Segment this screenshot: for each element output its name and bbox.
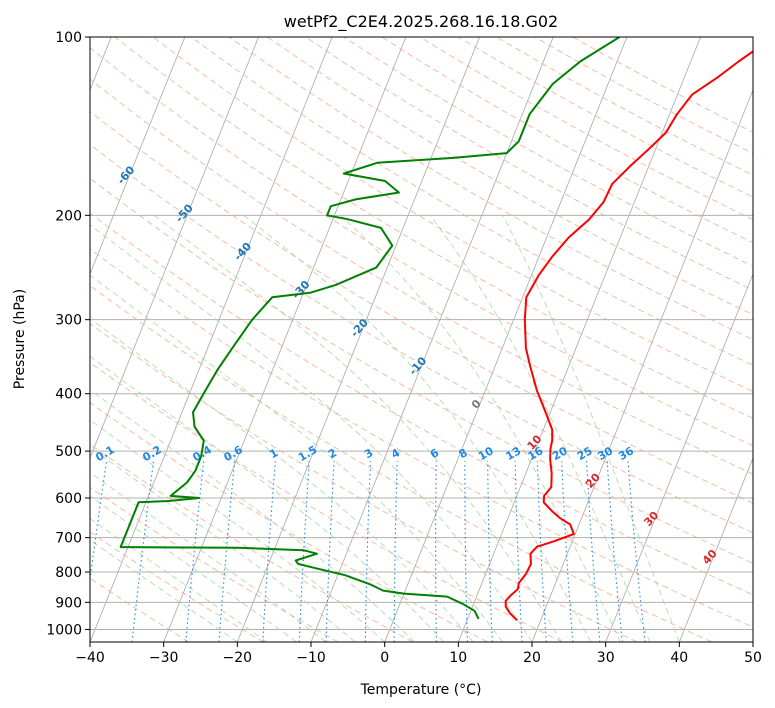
dry-adiabat — [90, 177, 753, 564]
x-axis-title: Temperature (°C) — [360, 682, 482, 698]
mixing-ratio-line — [586, 461, 601, 642]
dry-adiabat — [90, 486, 339, 642]
moist-adiabat — [429, 214, 651, 642]
dry-adiabat — [114, 37, 753, 419]
y-axis-title: Pressure (hPa) — [12, 289, 28, 389]
chart-title: wetPf2_C2E4.2025.268.16.18.G02 — [284, 12, 558, 32]
dry-adiabat — [90, 402, 488, 642]
moist-adiabat — [90, 495, 297, 642]
dry-adiabat — [90, 143, 753, 534]
moist-adiabat — [90, 317, 474, 642]
x-tick-label: −20 — [223, 650, 253, 666]
moist-adiabat — [90, 355, 444, 642]
mixing-ratio-line — [536, 461, 547, 642]
isotherm-line — [90, 37, 259, 460]
y-tick-label: 800 — [55, 565, 82, 581]
moist-adiabat — [90, 224, 533, 642]
dry-adiabat — [90, 531, 264, 642]
mixing-ratio-line — [514, 461, 523, 642]
x-tick-label: 40 — [670, 650, 688, 666]
moist-adiabat — [340, 214, 621, 642]
mixing-ratio-line — [185, 461, 205, 642]
x-tick-label: −10 — [296, 650, 326, 666]
isotherm-line — [90, 37, 333, 642]
y-tick-label: 1000 — [46, 622, 82, 638]
isotherm-line — [163, 37, 407, 642]
sounding-series — [119, 37, 753, 622]
x-tick-label: −30 — [149, 650, 179, 666]
y-tick-label: 700 — [55, 531, 82, 547]
x-tick-label: 30 — [597, 650, 615, 666]
mixing-ratio-line — [487, 461, 493, 642]
y-tick-label: 500 — [55, 444, 82, 460]
moist-adiabat — [153, 214, 562, 642]
isotherm-line — [90, 37, 186, 276]
moist-adiabat — [90, 517, 268, 642]
moist-adiabat — [90, 446, 356, 642]
mixing-ratio-line — [561, 461, 574, 642]
isotherm-line — [605, 272, 753, 642]
mixing-ratio-lines — [90, 461, 646, 642]
mixing-ratio-line — [364, 461, 372, 642]
dry-adiabat — [90, 285, 712, 642]
dry-adiabat — [90, 212, 753, 596]
moist-adiabat — [243, 214, 592, 642]
x-tick-label: 10 — [449, 650, 467, 666]
dry-adiabat — [267, 37, 753, 316]
y-tick-label: 900 — [55, 595, 82, 611]
mixing-ratio-line — [325, 461, 335, 642]
moist-adiabat — [90, 389, 415, 642]
y-tick-label: 400 — [55, 387, 82, 403]
y-tick-label: 300 — [55, 313, 82, 329]
axes: −40 −30 −20 −10 0 10 20 30 40 50 100 200 300 400 500 60… — [46, 30, 762, 666]
isotherm-line — [236, 37, 480, 642]
x-tick-label: −40 — [75, 650, 105, 666]
mixing-ratio-line — [298, 461, 310, 642]
temperature-line — [504, 50, 753, 622]
mixing-ratio-line — [131, 461, 155, 642]
mixing-ratio-line — [262, 461, 276, 642]
y-tick-label: 200 — [55, 208, 82, 224]
mixing-ratio-line — [435, 461, 437, 642]
moist-adiabat — [502, 215, 680, 642]
dry-adiabat — [90, 248, 753, 628]
dry-adiabat — [90, 443, 414, 642]
moist-adiabat — [90, 539, 238, 642]
plot-frame — [89, 36, 754, 643]
y-tick-label: 100 — [55, 30, 82, 46]
mixing-ratio-line — [393, 461, 398, 642]
x-tick-label: 50 — [744, 650, 762, 666]
mixing-ratio-line — [218, 461, 236, 642]
moist-adiabat-lines — [90, 214, 680, 642]
dry-adiabat — [90, 322, 638, 642]
isotherm-line — [678, 456, 753, 642]
y-tick-label: 600 — [55, 491, 82, 507]
x-tick-label: 0 — [380, 650, 389, 666]
isotherm-line — [384, 37, 628, 642]
dry-adiabat — [90, 361, 563, 642]
moist-adiabat — [90, 471, 327, 642]
dry-adiabat — [305, 37, 753, 291]
x-tick-label: 20 — [523, 650, 541, 666]
mixing-ratio-line — [606, 461, 623, 642]
mixing-ratio-line — [464, 461, 469, 642]
dewpoint-line — [119, 37, 621, 620]
mixing-ratio-line — [627, 461, 646, 642]
moist-adiabat — [90, 274, 503, 642]
dry-adiabat — [90, 110, 753, 504]
isobar-gridlines — [90, 37, 753, 630]
